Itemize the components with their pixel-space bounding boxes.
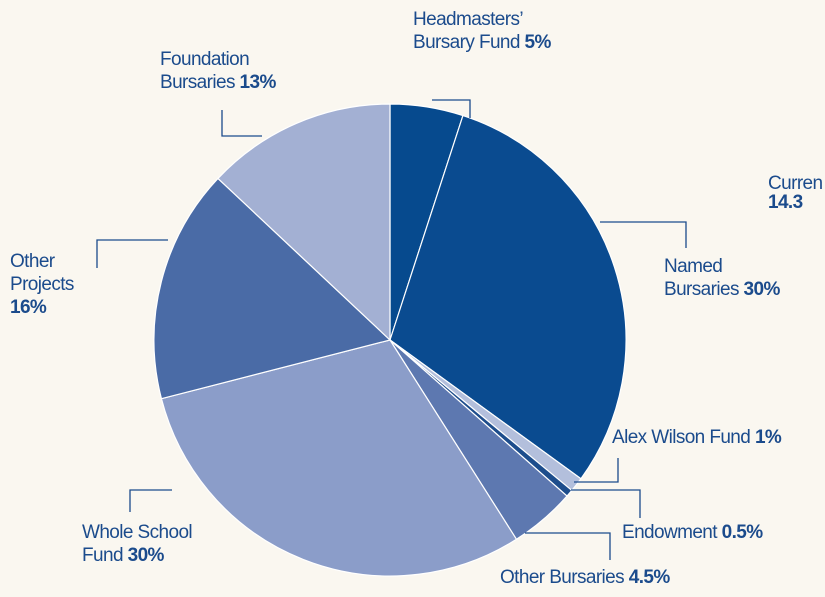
- leader-line: [600, 221, 687, 248]
- category-label: Endowment: [622, 522, 718, 543]
- annotation-text: Curren: [768, 173, 823, 194]
- category-label: Other Projects: [10, 251, 74, 295]
- annotation: Curren 14.3: [768, 172, 823, 214]
- leader-line: [432, 99, 471, 118]
- slice-label: Named Bursaries 30%: [664, 255, 794, 301]
- value-label: 1%: [754, 427, 782, 448]
- slice-label: Whole School Fund 30%: [82, 521, 222, 567]
- annotation-text: 14.3: [768, 192, 803, 213]
- slice-label: Alex Wilson Fund 1%: [612, 426, 825, 449]
- leader-line: [221, 110, 262, 137]
- value-label: 16%: [10, 297, 47, 318]
- leader-line: [574, 458, 619, 483]
- pie-slice: [217, 103, 391, 342]
- pie-slice: [160, 339, 518, 577]
- value-label: 30%: [743, 279, 781, 300]
- slice-label: Other Projects 16%: [10, 250, 105, 319]
- leader-line: [571, 489, 641, 518]
- value-label: 0.5%: [721, 522, 764, 543]
- leader-line: [96, 239, 168, 268]
- category-label: Headmasters’ Bursary Fund: [413, 9, 523, 53]
- value-label: 30%: [127, 545, 165, 566]
- slice-label: Foundation Bursaries 13%: [160, 48, 315, 94]
- pie-slice: [153, 177, 392, 400]
- category-label: Foundation Bursaries: [160, 49, 250, 93]
- pie-slice: [389, 114, 627, 480]
- category-label: Whole School Fund: [82, 522, 193, 566]
- pie: [153, 103, 627, 577]
- value-label: 4.5%: [628, 567, 671, 588]
- slice-label: Endowment 0.5%: [622, 521, 822, 544]
- value-label: 5%: [524, 32, 552, 53]
- leader-line: [525, 532, 611, 560]
- slice-label: Headmasters’ Bursary Fund 5%: [413, 8, 588, 54]
- category-label: Other Bursaries: [500, 567, 625, 588]
- slice-label: Other Bursaries 4.5%: [500, 566, 730, 589]
- category-label: Alex Wilson Fund: [612, 427, 751, 448]
- category-label: Named Bursaries: [664, 256, 739, 300]
- leader-line: [129, 489, 172, 512]
- value-label: 13%: [239, 72, 277, 93]
